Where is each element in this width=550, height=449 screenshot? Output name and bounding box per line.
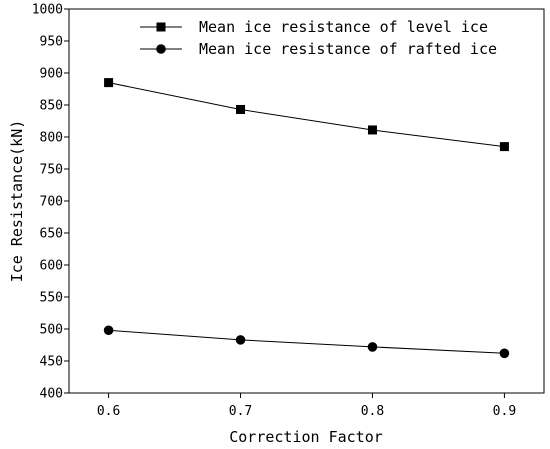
- plot-frame: [68, 8, 545, 394]
- series-line: [108, 82, 505, 148]
- data-point-circle: [235, 335, 246, 345]
- y-tick-label: 600: [40, 259, 63, 274]
- legend-marker-circle: [156, 44, 166, 54]
- x-tick-label: 0.8: [361, 404, 384, 419]
- y-axis-title: Ice Resistance(kN): [8, 120, 26, 283]
- y-tick-label: 500: [40, 323, 63, 338]
- x-tick-label: 0.9: [493, 404, 516, 419]
- y-tick-label: 850: [40, 99, 63, 114]
- y-tick-label: 800: [40, 131, 63, 146]
- legend-marker-square: [156, 22, 166, 32]
- data-point-square: [104, 78, 114, 88]
- y-tick-label: 650: [40, 227, 63, 242]
- series-1: [104, 78, 509, 152]
- x-tick-label: 0.7: [229, 404, 252, 419]
- legend-label: Mean ice resistance of level ice: [199, 18, 488, 36]
- series-layer: [103, 78, 510, 359]
- x-axis: 0.6 0.7 0.8 0.9: [97, 393, 516, 419]
- data-point-circle: [103, 325, 114, 336]
- y-axis: 400 450 500 550 600 650 700 750 800 850 900 950 1000: [32, 3, 69, 402]
- data-point-square: [499, 142, 509, 152]
- series-2: [103, 325, 510, 359]
- y-tick-label: 550: [40, 291, 63, 306]
- y-tick-label: 950: [40, 35, 63, 50]
- legend-label: Mean ice resistance of rafted ice: [199, 40, 497, 58]
- y-tick-label: 400: [40, 387, 63, 402]
- y-tick-label: 1000: [32, 3, 63, 18]
- legend: Mean ice resistance of level ice Mean ice…: [140, 18, 497, 58]
- y-tick-label: 700: [40, 195, 63, 210]
- data-point-circle: [499, 348, 510, 359]
- series-line: [108, 329, 505, 354]
- y-tick-label: 450: [40, 355, 63, 370]
- data-point-square: [367, 125, 377, 135]
- x-tick-label: 0.6: [97, 404, 120, 419]
- y-tick-label: 750: [40, 163, 63, 178]
- data-point-circle: [367, 342, 378, 352]
- x-axis-title: Correction Factor: [229, 428, 383, 446]
- data-point-square: [236, 104, 246, 114]
- y-tick-label: 900: [40, 67, 63, 82]
